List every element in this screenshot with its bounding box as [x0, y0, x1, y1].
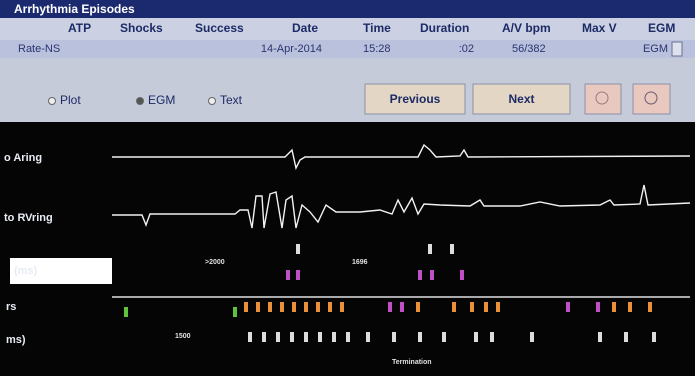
- annotation: 1500: [175, 333, 191, 340]
- marker: [296, 270, 300, 280]
- channel-label: o Aring: [4, 152, 42, 164]
- marker: [276, 332, 280, 342]
- button-label: Next: [508, 92, 534, 106]
- marker: [418, 332, 422, 342]
- marker: [400, 302, 404, 312]
- column-header: Duration: [420, 21, 469, 35]
- marker: [628, 302, 632, 312]
- channel-label: rs: [6, 301, 16, 313]
- marker: [484, 302, 488, 312]
- cell: :02: [459, 43, 474, 55]
- annotation: >2000: [205, 259, 225, 266]
- radio-button[interactable]: [209, 98, 216, 105]
- column-header: ATP: [68, 21, 91, 35]
- table-row[interactable]: [0, 40, 695, 58]
- marker: [430, 270, 434, 280]
- radio-label: Plot: [60, 93, 81, 107]
- marker: [428, 244, 432, 254]
- marker: [366, 332, 370, 342]
- zoom-out-button[interactable]: [633, 84, 670, 114]
- marker: [304, 302, 308, 312]
- cell: 14-Apr-2014: [261, 43, 322, 55]
- channel-label: ms): [6, 334, 26, 346]
- button-label: Previous: [390, 92, 441, 106]
- marker: [450, 244, 454, 254]
- cell: 15:28: [363, 43, 391, 55]
- screen: Arrhythmia Episodes ATP Shocks Success Date…: [0, 0, 695, 376]
- marker: [248, 332, 252, 342]
- marker: [648, 302, 652, 312]
- marker: [328, 302, 332, 312]
- marker: [304, 332, 308, 342]
- marker: [566, 302, 570, 312]
- marker: [346, 332, 350, 342]
- column-header: Success: [195, 21, 244, 35]
- marker: [290, 332, 294, 342]
- marker: [388, 302, 392, 312]
- channel-label: to RVring: [4, 212, 53, 224]
- marker: [262, 332, 266, 342]
- marker: [256, 302, 260, 312]
- marker: [612, 302, 616, 312]
- marker: [460, 270, 464, 280]
- marker: [416, 302, 420, 312]
- spinner[interactable]: [672, 42, 682, 56]
- marker: [530, 332, 534, 342]
- column-header: A/V bpm: [502, 21, 551, 35]
- annotation: 1696: [352, 259, 368, 266]
- marker: [233, 307, 237, 317]
- marker: [470, 302, 474, 312]
- channel-label: (ms): [14, 265, 38, 277]
- marker: [340, 302, 344, 312]
- radio-button[interactable]: [49, 98, 56, 105]
- marker: [316, 302, 320, 312]
- marker: [244, 302, 248, 312]
- marker: [318, 332, 322, 342]
- marker: [474, 332, 478, 342]
- marker: [418, 270, 422, 280]
- radio-label: Text: [220, 93, 243, 107]
- marker: [452, 302, 456, 312]
- marker: [442, 332, 446, 342]
- marker: [292, 302, 296, 312]
- marker: [280, 302, 284, 312]
- zoom-in-button[interactable]: [585, 84, 621, 114]
- cell: Rate-NS: [18, 43, 60, 55]
- column-header: Date: [292, 21, 318, 35]
- column-header: Time: [363, 21, 391, 35]
- marker: [124, 307, 128, 317]
- cell: EGM: [643, 43, 668, 55]
- cell: 56/382: [512, 43, 546, 55]
- radio-button[interactable]: [137, 98, 144, 105]
- marker: [286, 270, 290, 280]
- radio-label: EGM: [148, 93, 175, 107]
- marker: [296, 244, 300, 254]
- marker: [624, 332, 628, 342]
- marker: [596, 302, 600, 312]
- marker: [268, 302, 272, 312]
- window-title: Arrhythmia Episodes: [14, 2, 135, 16]
- column-header: Shocks: [120, 21, 163, 35]
- marker: [332, 332, 336, 342]
- column-header: Max V: [582, 21, 617, 35]
- marker: [490, 332, 494, 342]
- marker: [496, 302, 500, 312]
- column-header: EGM: [648, 21, 675, 35]
- marker: [392, 332, 396, 342]
- marker: [652, 332, 656, 342]
- annotation: Termination: [392, 359, 432, 366]
- marker: [598, 332, 602, 342]
